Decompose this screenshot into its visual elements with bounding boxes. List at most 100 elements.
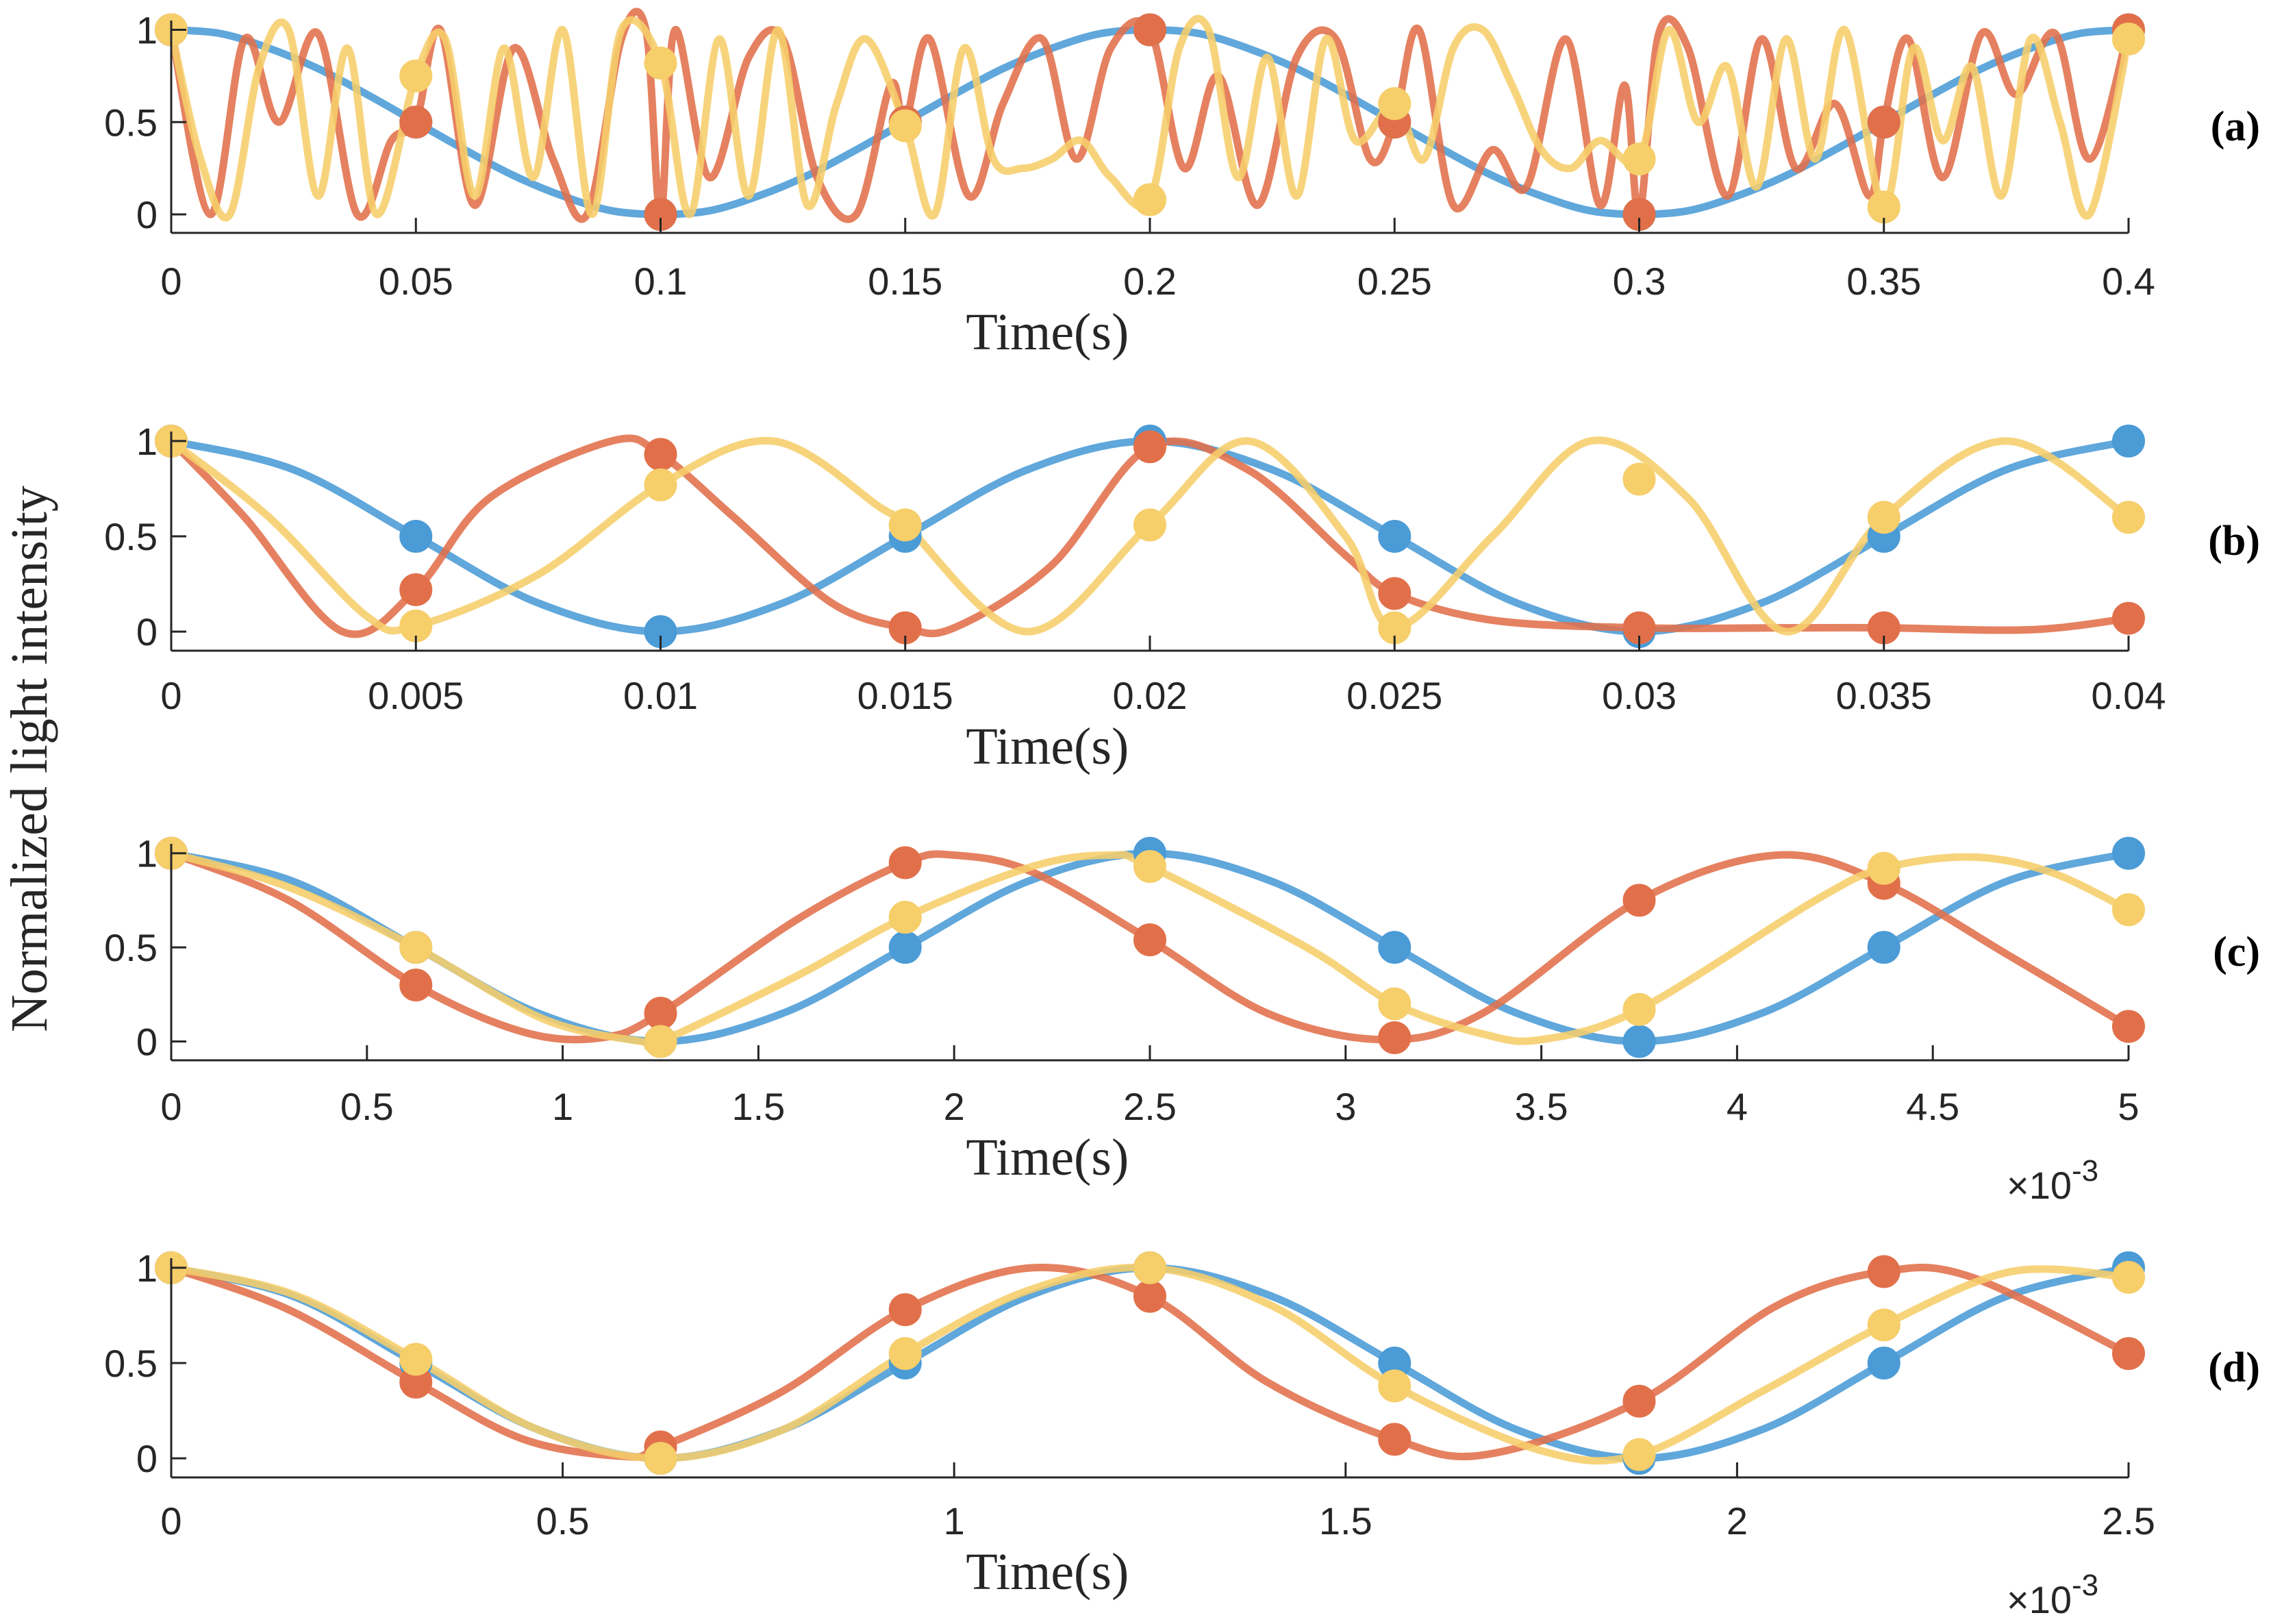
- y-axis-label: Normalized light intensity: [1, 486, 58, 1032]
- marker-s2-3: [644, 438, 677, 471]
- panel-label: (c): [2213, 929, 2260, 975]
- x-tick-label: 0.05: [379, 260, 453, 303]
- x-tick-label: 0.2: [1123, 260, 1177, 303]
- marker-s3-4: [888, 1337, 922, 1371]
- series-line-2: [171, 849, 2129, 1044]
- marker-s3-7: [1622, 1438, 1656, 1471]
- x-tick-label: 0.3: [1613, 260, 1666, 303]
- marker-s1-7: [1622, 1025, 1656, 1058]
- x-axis-label: Time(s): [966, 303, 1129, 361]
- y-tick-label: 0: [136, 1437, 158, 1480]
- x-tick-label: 2: [1727, 1499, 1748, 1542]
- x-tick-label: 5: [2118, 1085, 2139, 1128]
- marker-s1-2: [399, 520, 433, 553]
- x-tick-label: 4: [1727, 1085, 1748, 1128]
- marker-s2-4: [888, 1293, 922, 1327]
- marker-s3-5: [1133, 849, 1166, 883]
- series-line-3: [171, 14, 2129, 222]
- marker-s3-9: [2112, 22, 2145, 55]
- marker-s1-6: [1378, 520, 1411, 553]
- marker-s3-9: [2112, 1260, 2145, 1294]
- marker-s2-9: [2112, 601, 2145, 635]
- y-tick-label: 1: [136, 832, 158, 875]
- x-tick-label: 2.5: [2102, 1499, 2155, 1542]
- marker-s2-5: [1133, 430, 1166, 464]
- chart-panel-1: 0 0.05 0.1 0.15 0.2 0.25 0.3 0.35 0.4 0 0.5 1 Time(s…: [104, 8, 2260, 361]
- marker-s2-7: [1622, 884, 1656, 917]
- marker-s3-5: [1133, 1251, 1166, 1284]
- marker-s3-2: [399, 1342, 433, 1376]
- marker-s3-7: [1622, 992, 1656, 1026]
- marker-s2-5: [1133, 13, 1166, 47]
- marker-s2-6: [1378, 1423, 1411, 1456]
- x-tick-label: 0.5: [536, 1499, 590, 1542]
- marker-s3-2: [399, 59, 433, 92]
- marker-s3-8: [1867, 501, 1900, 534]
- marker-s2-8: [1867, 1255, 1900, 1288]
- marker-s3-3: [644, 1025, 677, 1058]
- marker-s3-4: [888, 901, 922, 934]
- chart-panel-3: 0 0.5 1 1.5 2 2.5 3 3.5 4 4.5 5 0 0.5 1 Time(s) (c) ×10-…: [104, 832, 2260, 1207]
- series-line-2: [171, 1264, 2129, 1461]
- marker-s3-7: [1622, 142, 1656, 176]
- marker-s3-7: [1622, 462, 1656, 496]
- x-tick-label: 1: [552, 1085, 573, 1128]
- marker-s3-5: [1133, 508, 1166, 542]
- x-tick-label: 1.5: [1319, 1499, 1372, 1542]
- x-tick-label: 0.02: [1113, 674, 1188, 717]
- x-tick-label: 0.1: [634, 260, 688, 303]
- x-tick-label: 4.5: [1906, 1085, 1959, 1128]
- x-axis-label: Time(s): [966, 718, 1129, 775]
- x-tick-label: 0.025: [1346, 674, 1442, 717]
- marker-s3-8: [1867, 1308, 1900, 1342]
- marker-s3-4: [888, 508, 922, 542]
- series-line-3: [171, 436, 2129, 636]
- x-tick-label: 3.5: [1515, 1085, 1568, 1128]
- marker-s1-6: [1378, 931, 1411, 964]
- x-tick-label: 2: [944, 1085, 965, 1128]
- series-line-2: [171, 434, 2129, 638]
- x-tick-label: 0.04: [2092, 674, 2166, 717]
- marker-s3-8: [1867, 851, 1900, 885]
- marker-s3-3: [644, 1442, 677, 1475]
- marker-s2-7: [1622, 1384, 1656, 1418]
- x-tick-label: 0.4: [2102, 260, 2155, 303]
- marker-s3-6: [1378, 1369, 1411, 1403]
- y-tick-label: 0.5: [104, 926, 158, 969]
- marker-s2-2: [399, 969, 433, 1002]
- y-tick-label: 0: [136, 193, 158, 236]
- marker-s1-9: [2112, 836, 2145, 870]
- panels: 0 0.05 0.1 0.15 0.2 0.25 0.3 0.35 0.400.51Time(s…: [104, 8, 2260, 1621]
- y-tick-label: 1: [136, 1247, 158, 1290]
- marker-s2-6: [1378, 1021, 1411, 1055]
- marker-s1-8: [1867, 931, 1900, 964]
- x-axis-label: Time(s): [966, 1129, 1129, 1186]
- marker-s2-2: [399, 105, 433, 139]
- x-axis-label: Time(s): [966, 1543, 1129, 1601]
- x-tick-label: 0.15: [868, 260, 942, 303]
- x-tick-label: 0: [160, 1085, 181, 1128]
- marker-s3-6: [1378, 87, 1411, 121]
- y-tick-label: 0.5: [104, 515, 158, 558]
- x-tick-label: 0.015: [857, 674, 953, 717]
- x-tick-label: 1.5: [731, 1085, 785, 1128]
- marker-s3-9: [2112, 893, 2145, 927]
- x-tick-label: 0.03: [1602, 674, 1677, 717]
- x-tick-label: 0: [160, 1499, 181, 1542]
- marker-s2-5: [1133, 923, 1166, 957]
- x-tick-label: 2.5: [1123, 1085, 1177, 1128]
- marker-s3-2: [399, 931, 433, 964]
- y-tick-label: 1: [136, 420, 158, 463]
- y-tick-label: 1: [136, 8, 158, 51]
- panel-label: (d): [2208, 1345, 2260, 1391]
- marker-s3-9: [2112, 501, 2145, 534]
- marker-s1-4: [888, 931, 922, 964]
- marker-s2-9: [2112, 1337, 2145, 1371]
- marker-s3-6: [1378, 987, 1411, 1021]
- marker-s3-5: [1133, 183, 1166, 216]
- x-tick-label: 0.25: [1357, 260, 1432, 303]
- marker-s3-3: [644, 468, 677, 501]
- x-tick-label: 0.005: [368, 674, 464, 717]
- marker-s1-8: [1867, 1347, 1900, 1380]
